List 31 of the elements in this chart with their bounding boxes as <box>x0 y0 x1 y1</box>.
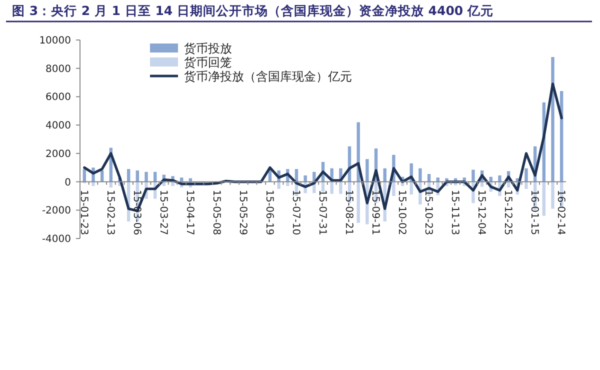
chart-title: 图 3：央行 2 月 1 日至 14 日期间公开市场（含国库现金）资金净投放 4400 亿元 <box>12 3 494 18</box>
x-tick-label: 15-07-10 <box>290 190 301 236</box>
x-tick-label: 15-04-17 <box>184 190 195 236</box>
x-tick-label: 15-06-19 <box>263 190 274 236</box>
x-tick-label: 15-09-11 <box>370 190 381 236</box>
legend-label: 货币投放 <box>184 42 232 56</box>
y-tick-label: 4000 <box>46 120 71 132</box>
x-tick-label: 15-02-13 <box>104 190 116 236</box>
legend-label: 货币净投放（含国库现金）亿元 <box>184 70 352 84</box>
x-tick-label: 15-03-06 <box>130 190 142 236</box>
y-tick-label: 2000 <box>46 148 71 160</box>
y-tick-label: -2000 <box>42 206 71 217</box>
y-tick-label: 10000 <box>39 36 71 46</box>
legend-label: 货币回笼 <box>184 56 232 70</box>
x-tick-label: 15-03-27 <box>157 190 168 236</box>
y-tick-label: 8000 <box>46 64 71 75</box>
y-tick-label: 0 <box>64 177 71 188</box>
x-tick-label: 15-08-21 <box>343 190 354 236</box>
x-tick-label: 15-10-02 <box>396 190 408 236</box>
x-tick-label: 15-05-29 <box>236 190 248 236</box>
x-tick-label: 15-11-13 <box>449 190 460 236</box>
x-tick-label: 16-02-14 <box>555 190 566 236</box>
x-tick-label: 15-05-08 <box>210 190 222 236</box>
x-tick-label: 15-12-04 <box>476 190 487 236</box>
y-tick-label: 6000 <box>46 92 71 104</box>
x-tick-label: 15-01-23 <box>78 190 89 236</box>
x-tick-label: 15-10-23 <box>422 190 434 236</box>
x-tick-label: 16-01-15 <box>528 190 540 236</box>
x-tick-label: 15-12-25 <box>502 190 514 236</box>
x-tick-label: 15-07-31 <box>316 190 328 236</box>
y-tick-label: -4000 <box>42 234 71 245</box>
